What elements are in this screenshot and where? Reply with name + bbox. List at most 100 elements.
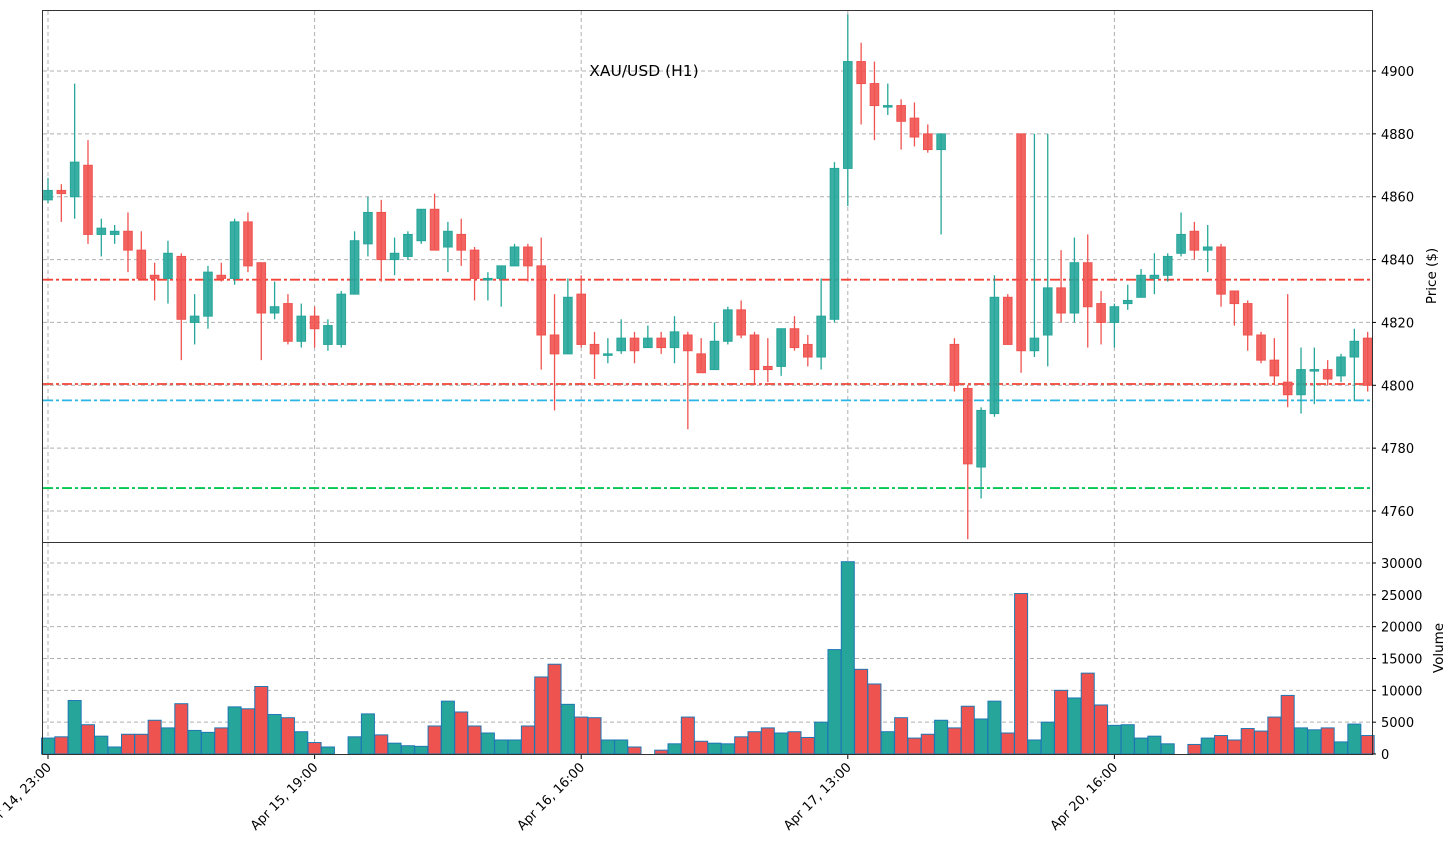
candle-body <box>1216 246 1226 295</box>
volume-bar <box>920 733 935 755</box>
volume-bar <box>934 719 949 755</box>
candle-body <box>523 246 533 267</box>
volume-bar <box>1320 727 1335 755</box>
candle-body <box>296 315 307 342</box>
candle-body <box>656 337 666 349</box>
candle-body <box>1056 287 1066 314</box>
price-tick-label: 4900 <box>1381 65 1414 80</box>
candle-body <box>829 167 840 320</box>
volume-bar <box>1080 672 1095 755</box>
candle-body <box>469 249 480 279</box>
candle-body <box>416 208 427 242</box>
candle-body <box>83 164 93 235</box>
volume-bar <box>760 727 775 755</box>
candle-body <box>922 133 933 151</box>
volume-bar <box>400 745 415 755</box>
candle-body <box>509 246 520 267</box>
volume-bar <box>534 676 549 755</box>
volume-tick-label: 20000 <box>1381 621 1422 636</box>
volume-bar <box>414 745 429 755</box>
volume-bar <box>41 737 55 755</box>
candle-body <box>1042 287 1053 336</box>
volume-bar <box>80 724 95 755</box>
volume-bar <box>1067 697 1082 755</box>
candle-body <box>96 227 107 235</box>
volume-bar <box>654 749 669 755</box>
volume-bar <box>480 732 495 755</box>
candle-body <box>549 334 560 355</box>
volume-bar <box>200 731 215 755</box>
candle-body <box>696 353 706 374</box>
candle-body <box>176 255 187 320</box>
volume-bar <box>734 736 749 755</box>
candle-body <box>109 230 120 235</box>
volume-bar <box>520 725 535 755</box>
candle-body <box>43 189 53 201</box>
volume-bar <box>1054 689 1069 755</box>
candle-body <box>1322 369 1333 380</box>
candle-body <box>269 306 280 314</box>
price-tick-label: 4780 <box>1381 442 1414 457</box>
candle-body <box>1349 340 1360 358</box>
time-tick-label: Apr 14, 23:00 <box>0 760 55 833</box>
candle-body <box>69 161 80 198</box>
candle-body <box>229 221 240 279</box>
candle-body <box>989 296 1000 415</box>
volume-bar <box>547 663 562 755</box>
volume-bar <box>1334 741 1349 755</box>
candle-body <box>1149 274 1160 279</box>
candle-body <box>1082 262 1093 308</box>
candle-body <box>203 271 213 317</box>
candle-body <box>376 211 387 261</box>
time-tick-label: Apr 16, 16:00 <box>515 760 588 833</box>
candle-body <box>669 331 680 349</box>
volume-bar <box>1294 727 1309 755</box>
volume-bar <box>1107 724 1122 755</box>
candle-body <box>1202 246 1213 251</box>
candle-body <box>856 61 866 85</box>
volume-bar <box>160 727 175 755</box>
volume-bar <box>800 736 815 755</box>
volume-bar <box>467 725 482 755</box>
volume-bar <box>867 683 882 755</box>
volume-bar <box>894 717 909 755</box>
volume-bar <box>1014 593 1029 755</box>
volume-bar <box>680 716 695 755</box>
candle-body <box>723 309 733 342</box>
volume-bar <box>560 703 575 755</box>
candle-body <box>1016 133 1026 352</box>
price-candles <box>43 14 1373 540</box>
volume-bar <box>1000 732 1015 755</box>
candle-body <box>1176 233 1186 254</box>
volume-bar <box>187 729 202 755</box>
volume-bar <box>374 734 389 755</box>
candle-body <box>349 240 360 295</box>
candle-body <box>603 353 613 356</box>
volume-bar <box>147 719 162 755</box>
volume-bar <box>600 739 615 755</box>
volume-bar <box>240 708 255 755</box>
volume-bar <box>1147 735 1162 755</box>
volume-bar <box>1160 743 1175 755</box>
volume-bar <box>54 736 69 755</box>
candle-body <box>896 105 906 122</box>
volume-bar <box>1094 704 1109 755</box>
volume-bar <box>267 714 282 755</box>
candle-body <box>483 277 493 281</box>
volume-bar <box>720 743 735 755</box>
volume-bar <box>854 668 869 755</box>
candle-body <box>589 343 600 355</box>
candle-body <box>1309 369 1320 372</box>
volume-bar <box>1040 721 1055 755</box>
volume-bar <box>347 736 362 755</box>
volume-bar <box>627 746 642 755</box>
time-tick-label: Apr 15, 19:00 <box>248 760 321 833</box>
volume-bar <box>214 727 229 755</box>
volume-axis-title: Volume <box>1431 623 1447 673</box>
volume-tick-label: 10000 <box>1381 684 1422 699</box>
volume-bar <box>694 740 709 755</box>
candle-body <box>763 365 773 371</box>
volume-bar <box>440 700 455 755</box>
volume-bar <box>294 731 309 755</box>
